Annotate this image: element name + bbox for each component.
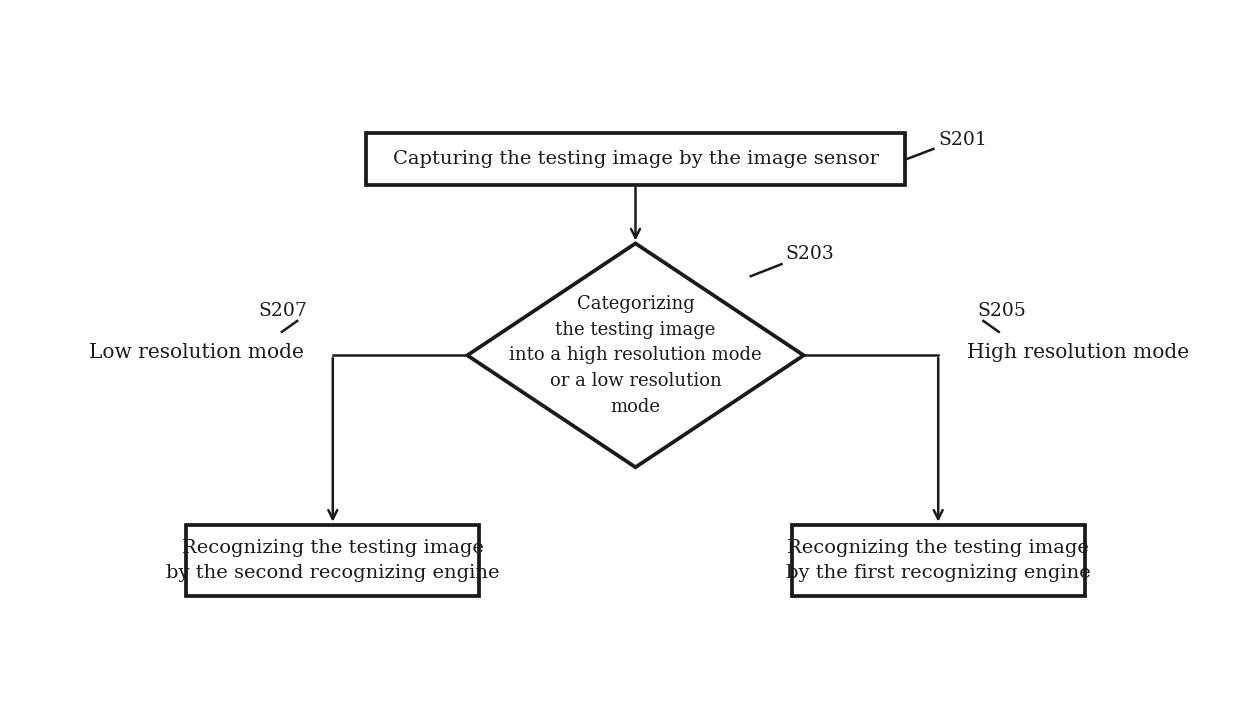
Text: S207: S207 — [259, 302, 308, 320]
FancyBboxPatch shape — [186, 525, 480, 596]
Text: Recognizing the testing image
by the second recognizing engine: Recognizing the testing image by the sec… — [166, 539, 500, 581]
Text: S205: S205 — [977, 302, 1027, 320]
Text: Low resolution mode: Low resolution mode — [89, 343, 304, 362]
Text: Categorizing
the testing image
into a high resolution mode
or a low resolution
m: Categorizing the testing image into a hi… — [510, 295, 761, 415]
Polygon shape — [467, 243, 804, 467]
Text: S201: S201 — [939, 131, 987, 149]
Text: Capturing the testing image by the image sensor: Capturing the testing image by the image… — [393, 150, 878, 168]
Text: S203: S203 — [785, 245, 835, 262]
Text: Recognizing the testing image
by the first recognizing engine: Recognizing the testing image by the fir… — [786, 539, 1091, 581]
FancyBboxPatch shape — [791, 525, 1085, 596]
FancyBboxPatch shape — [367, 133, 905, 185]
Text: High resolution mode: High resolution mode — [967, 343, 1189, 362]
